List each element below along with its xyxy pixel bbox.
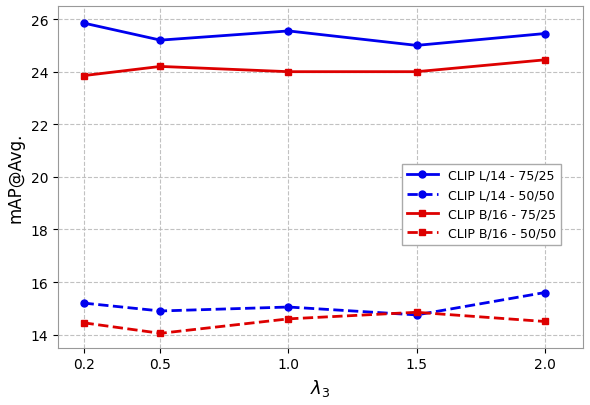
- CLIP L/14 - 50/50: [80, 301, 87, 306]
- CLIP B/16 - 50/50: [285, 317, 292, 322]
- CLIP B/16 - 50/50: [413, 310, 420, 315]
- CLIP L/14 - 50/50: [541, 290, 548, 295]
- CLIP B/16 - 75/25: [285, 70, 292, 75]
- CLIP L/14 - 75/25: [80, 21, 87, 26]
- CLIP B/16 - 75/25: [80, 74, 87, 79]
- CLIP B/16 - 75/25: [541, 58, 548, 63]
- CLIP B/16 - 50/50: [157, 331, 164, 336]
- CLIP L/14 - 50/50: [413, 313, 420, 318]
- CLIP L/14 - 75/25: [413, 44, 420, 49]
- CLIP L/14 - 75/25: [541, 32, 548, 37]
- Line: CLIP B/16 - 75/25: CLIP B/16 - 75/25: [80, 57, 548, 80]
- Legend: CLIP L/14 - 75/25, CLIP L/14 - 50/50, CLIP B/16 - 75/25, CLIP B/16 - 50/50: CLIP L/14 - 75/25, CLIP L/14 - 50/50, CL…: [402, 164, 561, 245]
- CLIP L/14 - 75/25: [285, 30, 292, 34]
- Line: CLIP L/14 - 75/25: CLIP L/14 - 75/25: [80, 21, 548, 50]
- CLIP B/16 - 75/25: [413, 70, 420, 75]
- Line: CLIP L/14 - 50/50: CLIP L/14 - 50/50: [80, 289, 548, 319]
- Y-axis label: mAP@Avg.: mAP@Avg.: [7, 132, 25, 222]
- CLIP B/16 - 50/50: [80, 321, 87, 326]
- CLIP L/14 - 50/50: [157, 309, 164, 313]
- CLIP L/14 - 75/25: [157, 38, 164, 43]
- CLIP B/16 - 50/50: [541, 319, 548, 324]
- CLIP B/16 - 75/25: [157, 65, 164, 70]
- CLIP L/14 - 50/50: [285, 305, 292, 310]
- X-axis label: $\lambda_3$: $\lambda_3$: [310, 377, 331, 398]
- Line: CLIP B/16 - 50/50: CLIP B/16 - 50/50: [80, 309, 548, 337]
